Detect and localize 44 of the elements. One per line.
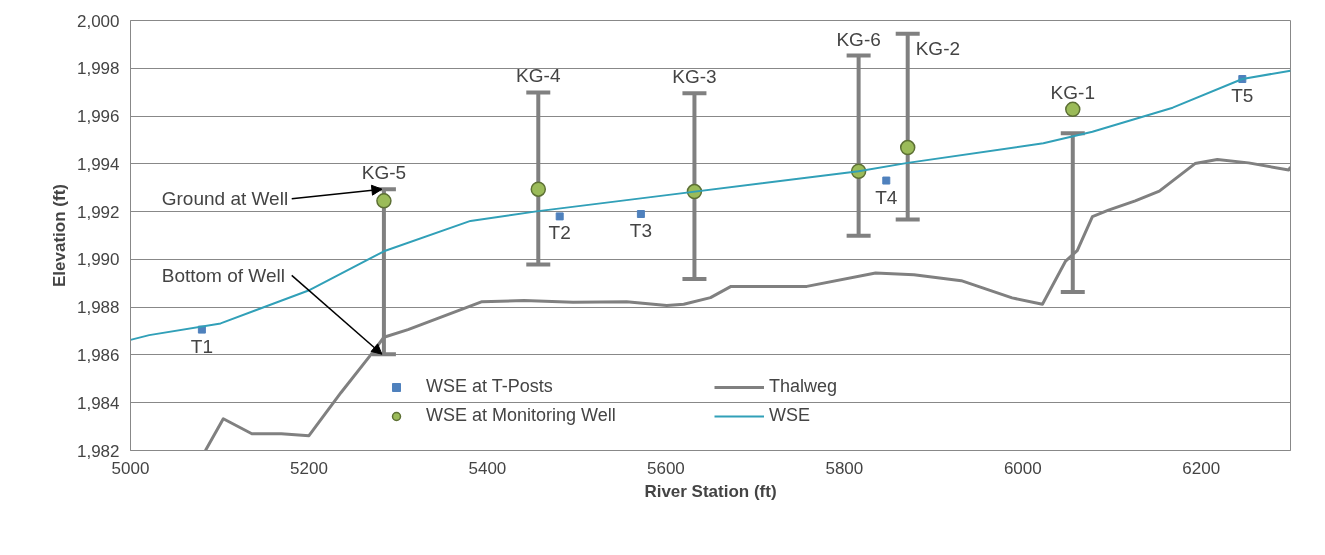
annotation: Bottom of Well	[161, 264, 285, 286]
x-tick-label: 6000	[1003, 458, 1042, 478]
data-label: T5	[1231, 85, 1254, 107]
x-tick-label: 5600	[646, 458, 685, 478]
legend-label: WSE	[769, 405, 811, 426]
legend-label: WSE at Monitoring Well	[426, 405, 617, 426]
y-tick-label: 1,994	[76, 154, 120, 174]
annotation: KG-4	[516, 65, 561, 87]
y-tick-label: 1,988	[76, 298, 120, 318]
x-axis-title: River Station (ft)	[644, 481, 777, 501]
y-tick-label: 1,996	[76, 107, 120, 127]
x-tick-label: 6200	[1182, 458, 1221, 478]
annotation: KG-3	[672, 66, 717, 88]
y-tick-label: 1,986	[76, 345, 120, 365]
annotation: Ground at Well	[161, 188, 289, 210]
annotation: KG-1	[1050, 82, 1095, 104]
annotation: KG-6	[836, 28, 881, 50]
point	[899, 139, 916, 156]
point	[376, 193, 392, 209]
annotation: KG-5	[361, 162, 407, 184]
annotation: KG-2	[915, 37, 961, 59]
data-label: T2	[548, 222, 571, 244]
y-axis-title: Elevation (ft)	[49, 184, 69, 287]
y-tick-label: 1,990	[76, 250, 120, 270]
point	[1065, 101, 1081, 118]
legend-label: WSE at T-Posts	[426, 376, 554, 397]
x-tick-label: 5800	[825, 458, 864, 478]
y-tick-label: 2,000	[76, 11, 120, 31]
line-series	[130, 69, 1291, 341]
data-label: T4	[875, 186, 898, 208]
x-tick-label: 5200	[290, 458, 328, 478]
y-tick-label: 1,992	[76, 202, 120, 222]
point	[636, 210, 645, 218]
point	[530, 181, 547, 197]
y-tick-label: 1,998	[76, 59, 120, 79]
data-label: T3	[629, 220, 652, 241]
point	[555, 212, 564, 221]
y-tick-label: 1,982	[76, 441, 120, 461]
legend-label: Thalweg	[769, 376, 839, 397]
data-label: T1	[190, 335, 213, 357]
x-tick-label: 5400	[468, 458, 507, 478]
y-tick-label: 1,984	[76, 393, 120, 413]
point	[882, 176, 891, 185]
x-tick-label: 5000	[111, 458, 150, 478]
